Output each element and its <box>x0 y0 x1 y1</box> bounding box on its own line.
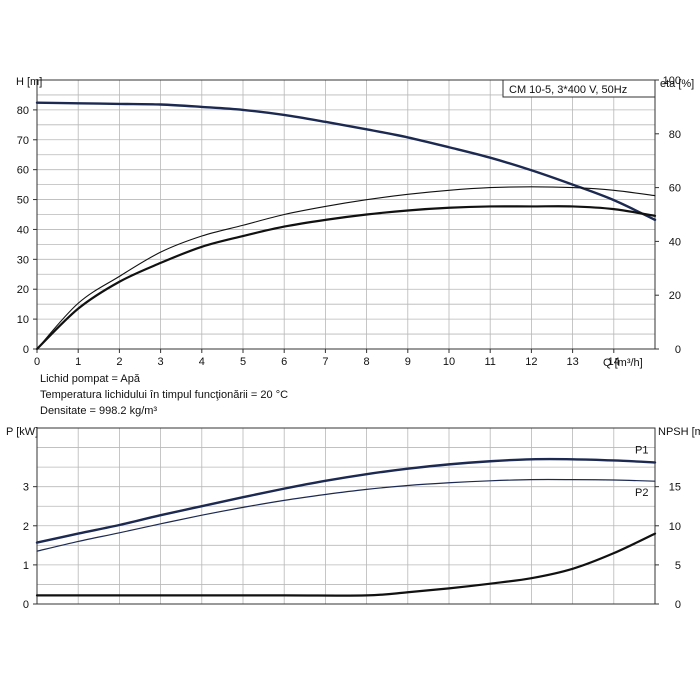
bottom-series-label: P2 <box>635 487 648 499</box>
top-series-1-line <box>36 186 656 350</box>
top-y-tick-label: 60 <box>17 165 29 177</box>
top-chart-title: CM 10-5, 3*400 V, 50Hz <box>509 84 627 96</box>
top-series-2-line <box>35 205 657 351</box>
top-y2-tick-label: 80 <box>669 129 681 141</box>
bottom-y-tick-label: 3 <box>23 482 29 494</box>
top-x-tick-label: 12 <box>525 356 537 368</box>
top-y-tick-label: 0 <box>23 344 29 356</box>
top-x-tick-label: 14 <box>608 356 620 368</box>
top-x-tick-label: 5 <box>240 356 246 368</box>
bottom-chart-series: P1 P2 <box>35 444 657 597</box>
top-x-tick-label: 7 <box>322 356 328 368</box>
bottom-series-label: P1 <box>635 444 648 456</box>
top-y-axis-label: H [m] <box>16 76 42 88</box>
top-y2-tick-label: 100 <box>663 75 681 87</box>
top-y-tick-label: 80 <box>17 105 29 117</box>
density-info-line: Densitate = 998.2 kg/m³ <box>40 405 158 417</box>
top-x-tick-label: 9 <box>405 356 411 368</box>
top-x-tick-label: 11 <box>484 356 495 368</box>
top-series-0-line <box>35 101 657 222</box>
bottom-y2-tick-label: 10 <box>669 521 681 533</box>
bottom-y2-axis-label: NPSH [m] <box>658 426 700 438</box>
bottom-chart-ticks: 0 1 2 3 0 5 10 15 <box>23 482 681 611</box>
top-x-tick-label: 10 <box>443 356 455 368</box>
bottom-series-p2-line <box>36 478 656 552</box>
top-y2-tick-label: 60 <box>669 183 681 195</box>
bottom-y2-tick-label: 5 <box>675 560 681 572</box>
top-chart-series <box>35 101 657 351</box>
top-y-tick-label: 40 <box>17 224 29 236</box>
bottom-y-tick-label: 2 <box>23 521 29 533</box>
bottom-chart: P [kW] NPSH [m] 0 1 2 3 0 5 10 15 P1 P2 <box>6 426 700 611</box>
top-y-tick-label: 50 <box>17 195 29 207</box>
bottom-series-2-line <box>35 532 657 597</box>
top-y2-axis-label: eta [%] <box>660 78 694 90</box>
top-plot-frame <box>36 79 656 350</box>
top-y2-tick-label: 40 <box>669 236 681 248</box>
bottom-y-tick-label: 1 <box>23 560 29 572</box>
top-y-tick-label: 30 <box>17 254 29 266</box>
bottom-chart-grid <box>37 428 655 604</box>
bottom-y2-tick-label: 0 <box>675 599 681 611</box>
top-chart: CM 10-5, 3*400 V, 50Hz H [m] eta [%] Q [… <box>16 75 694 369</box>
temperature-info-line: Temperatura lichidului în timpul funcţio… <box>40 389 289 401</box>
top-x-tick-label: 2 <box>116 356 122 368</box>
top-x-axis-label: Q [m³/h] <box>603 357 643 369</box>
top-y-tick-label: 70 <box>17 135 29 147</box>
bottom-y2-tick-label: 15 <box>669 482 681 494</box>
top-y2-tick-label: 0 <box>675 344 681 356</box>
bottom-series-p1-line <box>35 457 657 544</box>
top-x-tick-label: 13 <box>566 356 578 368</box>
bottom-y-tick-label: 0 <box>23 599 29 611</box>
top-y-tick-label: 10 <box>17 314 29 326</box>
top-y-tick-label: 20 <box>17 284 29 296</box>
top-x-tick-label: 3 <box>158 356 164 368</box>
top-x-tick-label: 8 <box>364 356 370 368</box>
top-x-tick-label: 4 <box>199 356 205 368</box>
top-x-tick-label: 1 <box>75 356 81 368</box>
bottom-plot-frame <box>36 427 656 605</box>
top-x-tick-label: 6 <box>281 356 287 368</box>
top-x-tick-label: 0 <box>34 356 40 368</box>
top-chart-grid <box>37 80 655 349</box>
fluid-info-line: Lichid pompat = Apă <box>40 373 140 385</box>
bottom-y-axis-label: P [kW] <box>6 426 38 438</box>
top-y2-tick-label: 20 <box>669 290 681 302</box>
top-title-box <box>502 79 656 98</box>
